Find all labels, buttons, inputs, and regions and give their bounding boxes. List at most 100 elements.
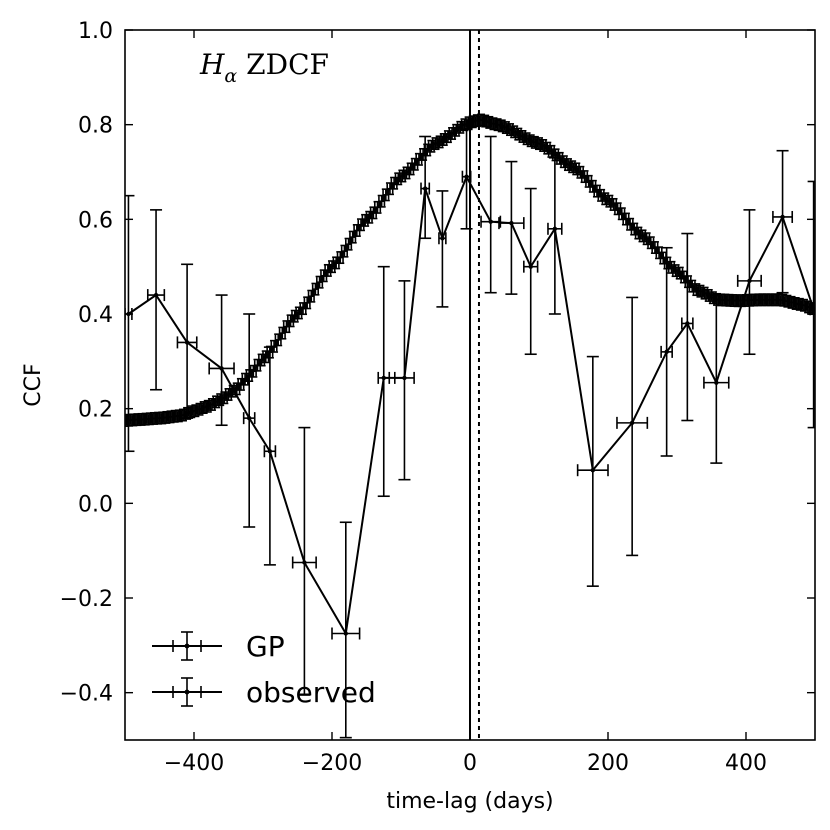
observed-point [736, 209, 762, 356]
gp-point [361, 213, 370, 227]
gp-point [278, 326, 287, 340]
observed-point [176, 263, 198, 419]
observed-point [681, 232, 694, 422]
gp-point [580, 170, 589, 184]
gp-point [394, 172, 403, 186]
gp-point [688, 279, 697, 293]
observed-point [291, 426, 317, 696]
gp-point [671, 264, 680, 278]
observed-point [331, 521, 361, 739]
observed-marker [464, 174, 469, 179]
x-axis-ticks: −400 −200 0 200 400 [164, 30, 767, 776]
gp-point [207, 397, 216, 411]
x-tick-label: 200 [587, 751, 629, 776]
gp-point [559, 155, 568, 169]
legend-observed: observed [152, 676, 376, 709]
observed-marker [685, 321, 690, 326]
gp-point [704, 288, 713, 302]
y-tick-label: −0.4 [60, 682, 113, 707]
observed-point [419, 135, 432, 240]
gp-point [518, 130, 527, 143]
gp-point [493, 118, 502, 132]
gp-point [588, 179, 597, 193]
gp-point [791, 297, 800, 310]
y-tick-label: −0.2 [60, 587, 113, 612]
gp-point [452, 123, 461, 137]
gp-point [406, 162, 415, 176]
x-tick-label: 400 [725, 751, 767, 776]
gp-point [340, 244, 349, 258]
observed-marker [811, 307, 815, 312]
observed-marker [714, 380, 719, 385]
legend-gp-marker [184, 643, 190, 649]
gp-point [261, 350, 270, 364]
gp-point [563, 158, 572, 172]
observed-point [498, 160, 525, 295]
gp-point [634, 226, 643, 240]
gp-point [783, 294, 792, 308]
observed-marker [267, 449, 273, 454]
observed-marker [780, 214, 785, 220]
observed-point [660, 246, 673, 457]
observed-marker [488, 219, 493, 224]
gp-point [456, 120, 465, 134]
y-tick-label: 1.0 [78, 19, 113, 44]
observed-marker [153, 292, 159, 298]
y-tick-label: 0.6 [78, 208, 113, 233]
x-tick-label: −400 [164, 751, 224, 776]
gp-point [174, 409, 183, 423]
observed-point [393, 280, 415, 481]
gp-point [232, 382, 241, 396]
gp-point [307, 289, 316, 303]
gp-point [626, 217, 635, 231]
observed-point [807, 180, 815, 429]
gp-point [199, 401, 208, 415]
legend-gp: GP [152, 630, 285, 663]
x-tick-label: 0 [463, 751, 477, 776]
observed-point [436, 190, 449, 308]
observed-point [703, 294, 730, 464]
annotation-suffix: ZDCF [237, 48, 329, 81]
y-axis-ticks: −0.4 −0.2 0.0 0.2 0.4 0.6 0.8 1.0 [60, 19, 815, 707]
gp-point [692, 283, 701, 297]
observed-point [523, 187, 539, 356]
gp-point [191, 404, 200, 418]
gp-point [448, 127, 457, 140]
observed-marker [422, 186, 428, 191]
observed-point [242, 313, 256, 528]
gp-point [166, 410, 175, 424]
observed-marker [219, 366, 224, 371]
observed-marker [381, 375, 386, 381]
gp-point [348, 230, 357, 244]
gp-point [497, 119, 506, 133]
gp-point [795, 297, 804, 311]
observed-marker [590, 468, 596, 473]
y-tick-label: 0.4 [78, 303, 113, 328]
observed-point [772, 149, 794, 294]
observed-point [263, 346, 277, 566]
gp-line [125, 119, 813, 422]
gp-point [568, 160, 577, 174]
gp-point [398, 169, 407, 183]
observed-point [377, 265, 391, 498]
gp-point [481, 114, 490, 128]
y-tick-label: 0.0 [78, 492, 113, 517]
observed-marker [509, 220, 514, 226]
gp-point [390, 176, 399, 190]
observed-marker [440, 236, 445, 241]
gp-point [489, 117, 498, 131]
legend-observed-label: observed [246, 676, 376, 709]
gp-point [344, 237, 353, 251]
annotation-main: H [199, 48, 225, 81]
reference-lines [469, 30, 480, 740]
gp-point [787, 295, 796, 309]
gp-point [315, 275, 324, 289]
y-tick-label: 0.8 [78, 114, 113, 139]
gp-point [427, 139, 436, 153]
observed-marker [184, 340, 190, 345]
observed-marker [343, 631, 348, 636]
observed-series [125, 128, 815, 739]
gp-point [294, 306, 303, 320]
observed-marker [302, 560, 307, 565]
